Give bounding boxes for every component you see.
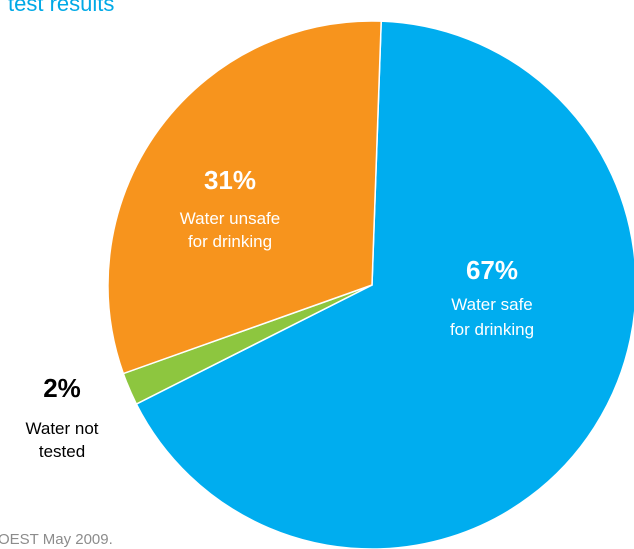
chart-title: test results <box>8 0 115 16</box>
pie-slices <box>107 20 634 549</box>
slice-label-safe-line-2: for drinking <box>450 320 534 339</box>
slice-percent-not-tested: 2% <box>43 373 81 403</box>
slice-label-safe-line-1: Water safe <box>451 295 533 314</box>
slice-label-unsafe-line-1: Water unsafe <box>180 209 280 228</box>
slice-percent-unsafe: 31% <box>204 165 256 195</box>
source-note: OEST May 2009. <box>0 531 113 548</box>
slice-percent-safe: 67% <box>466 255 518 285</box>
slice-label-unsafe-line-2: for drinking <box>188 232 272 251</box>
pie-labels: 67% Water safe for drinking 2% Water not test… <box>25 165 534 461</box>
pie-slice-unsafe <box>107 20 382 375</box>
pie-slice-safe <box>135 20 634 549</box>
slice-label-not-tested-line-2: tested <box>39 442 85 461</box>
slice-label-not-tested-line-1: Water not <box>25 419 98 438</box>
